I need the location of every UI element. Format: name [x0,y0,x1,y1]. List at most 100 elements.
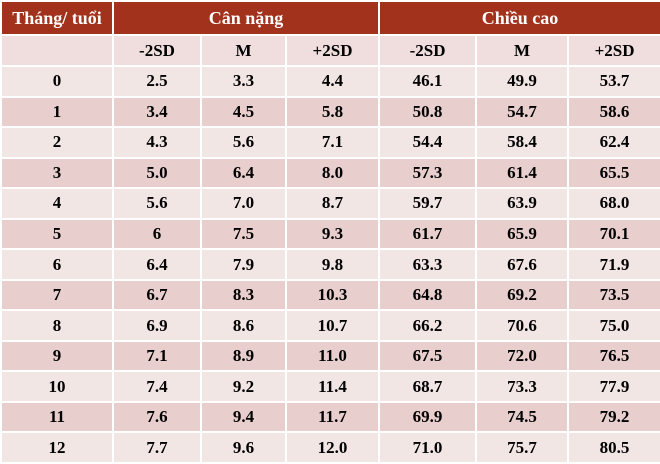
month-cell: 4 [0,187,114,220]
value-cell: 8.9 [200,339,287,373]
value-cell: 62.4 [567,126,660,159]
value-cell: 71.0 [378,431,478,464]
value-cell: 11.0 [284,339,381,373]
value-cell: 9.6 [200,431,287,464]
month-cell: 6 [0,248,114,281]
month-cell: 0 [0,65,114,98]
value-cell: 63.9 [475,187,570,220]
value-cell: 67.6 [475,248,570,281]
value-cell: 3.4 [112,95,202,129]
value-cell: 6.9 [112,309,202,342]
subheader-row: -2SD M +2SD -2SD M +2SD [0,33,660,68]
data-row: 3 5.0 6.4 8.0 57.3 61.4 65.5 [0,156,660,190]
value-cell: 7.4 [112,370,202,403]
value-cell: 10.3 [284,278,381,312]
value-cell: 57.3 [378,156,478,190]
value-cell: 72.0 [475,339,570,373]
subheader-cell: +2SD [284,33,381,68]
data-row: 12 7.7 9.6 12.0 71.0 75.7 80.5 [0,431,660,464]
value-cell: 5.0 [112,156,202,190]
month-cell: 8 [0,309,114,342]
value-cell: 3.3 [200,65,287,98]
data-row: 2 4.3 5.6 7.1 54.4 58.4 62.4 [0,126,660,159]
value-cell: 46.1 [378,65,478,98]
group-header: Cân nặng [111,0,381,36]
value-cell: 50.8 [378,95,478,129]
value-cell: 73.3 [475,370,570,403]
value-cell: 9.8 [284,248,381,281]
value-cell: 61.7 [378,217,478,251]
value-cell: 77.9 [567,370,660,403]
value-cell: 58.6 [567,95,660,129]
value-cell: 74.5 [475,400,570,434]
header-cell: Tháng/ tuổi [0,0,114,36]
value-cell: 68.0 [567,187,660,220]
value-cell: 6.7 [112,278,202,312]
value-cell: 70.6 [475,309,570,342]
data-row: 11 7.6 9.4 11.7 69.9 74.5 79.2 [0,400,660,434]
subheader-cell: M [475,33,570,68]
value-cell: 65.5 [567,156,660,190]
value-cell: 58.4 [475,126,570,159]
value-cell: 66.2 [378,309,478,342]
value-cell: 64.8 [378,278,478,312]
value-cell: 7.7 [112,431,202,464]
value-cell: 7.0 [200,187,287,220]
value-cell: 5.6 [200,126,287,159]
value-cell: 67.5 [378,339,478,373]
month-cell: 9 [0,339,114,373]
subheader-cell: +2SD [567,33,660,68]
month-cell: 11 [0,400,114,434]
value-cell: 4.5 [200,95,287,129]
data-row: 6 6.4 7.9 9.8 63.3 67.6 71.9 [0,248,660,281]
value-cell: 76.5 [567,339,660,373]
value-cell: 7.1 [112,339,202,373]
subheader-cell: -2SD [112,33,202,68]
value-cell: 9.4 [200,400,287,434]
value-cell: 11.4 [284,370,381,403]
value-cell: 8.7 [284,187,381,220]
value-cell: 7.6 [112,400,202,434]
value-cell: 70.1 [567,217,660,251]
value-cell: 7.1 [284,126,381,159]
value-cell: 54.7 [475,95,570,129]
value-cell: 5.8 [284,95,381,129]
value-cell: 2.5 [112,65,202,98]
value-cell: 53.7 [567,65,660,98]
table-body: -2SD M +2SD -2SD M +2SD 0 2.5 3.3 4.4 46.1 49.9 53.7… [0,33,660,464]
month-cell: 1 [0,95,114,129]
value-cell: 59.7 [378,187,478,220]
data-row: 7 6.7 8.3 10.3 64.8 69.2 73.5 [0,278,660,312]
data-row: 8 6.9 8.6 10.7 66.2 70.6 75.0 [0,309,660,342]
value-cell: 7.9 [200,248,287,281]
value-cell: 4.3 [112,126,202,159]
value-cell: 8.6 [200,309,287,342]
data-row: 5 6 7.5 9.3 61.7 65.9 70.1 [0,217,660,251]
value-cell: 12.0 [284,431,381,464]
empty-cell [0,33,114,68]
value-cell: 5.6 [112,187,202,220]
value-cell: 9.3 [284,217,381,251]
value-cell: 71.9 [567,248,660,281]
value-cell: 8.3 [200,278,287,312]
value-cell: 10.7 [284,309,381,342]
value-cell: 7.5 [200,217,287,251]
month-cell: 7 [0,278,114,312]
data-row: 10 7.4 9.2 11.4 68.7 73.3 77.9 [0,370,660,403]
value-cell: 79.2 [567,400,660,434]
month-cell: 3 [0,156,114,190]
value-cell: 75.7 [475,431,570,464]
value-cell: 9.2 [200,370,287,403]
month-cell: 2 [0,126,114,159]
value-cell: 6.4 [112,248,202,281]
value-cell: 63.3 [378,248,478,281]
subheader-cell: M [200,33,287,68]
value-cell: 49.9 [475,65,570,98]
value-cell: 61.4 [475,156,570,190]
value-cell: 11.7 [284,400,381,434]
data-row: 4 5.6 7.0 8.7 59.7 63.9 68.0 [0,187,660,220]
value-cell: 6.4 [200,156,287,190]
data-row: 1 3.4 4.5 5.8 50.8 54.7 58.6 [0,95,660,129]
